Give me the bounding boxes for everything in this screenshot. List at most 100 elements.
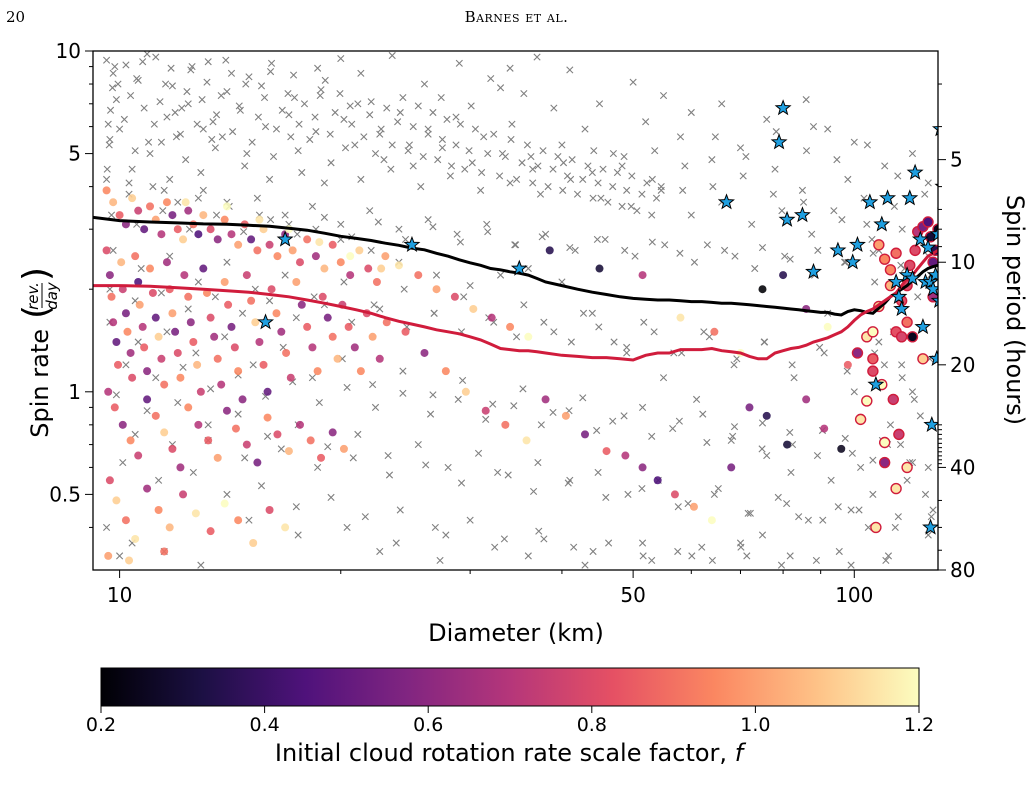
simulated-marker bbox=[157, 354, 166, 363]
observed-marker bbox=[337, 55, 345, 63]
observed-marker bbox=[508, 120, 516, 128]
observed-marker bbox=[392, 539, 400, 547]
observed-marker bbox=[143, 407, 151, 415]
simulated-marker bbox=[414, 271, 423, 280]
observed-marker bbox=[266, 68, 275, 76]
observed-marker bbox=[245, 73, 253, 81]
observed-marker bbox=[489, 400, 497, 408]
observed-marker bbox=[824, 125, 832, 133]
simulated-marker bbox=[210, 332, 219, 341]
simulated-marker bbox=[306, 436, 315, 445]
observed-marker bbox=[746, 509, 754, 517]
observed-marker bbox=[744, 509, 752, 517]
simulated-marker bbox=[140, 225, 149, 234]
observed-marker bbox=[709, 183, 717, 191]
simulated-marker bbox=[160, 428, 169, 437]
observed-marker bbox=[102, 56, 111, 64]
observed-marker bbox=[277, 445, 285, 453]
observed-marker bbox=[520, 301, 528, 309]
page-number: 20 bbox=[6, 8, 26, 26]
simulated-marker bbox=[317, 453, 326, 462]
x-tick-label: 10 bbox=[107, 583, 132, 607]
simulated-marker bbox=[277, 327, 286, 336]
observed-marker bbox=[447, 162, 456, 170]
simulated-marker bbox=[121, 516, 130, 525]
observed-marker bbox=[212, 211, 221, 219]
observed-marker bbox=[152, 53, 160, 61]
observed-marker bbox=[589, 194, 597, 202]
observed-marker bbox=[466, 281, 474, 290]
observed-marker bbox=[404, 147, 412, 155]
observed-marker bbox=[294, 531, 302, 539]
simulated-marker bbox=[878, 253, 891, 265]
star-marker bbox=[895, 301, 909, 315]
simulated-marker bbox=[355, 246, 364, 255]
observed-marker bbox=[128, 165, 136, 173]
simulated-marker bbox=[154, 332, 163, 341]
observed-marker bbox=[168, 82, 177, 90]
observed-marker bbox=[790, 374, 798, 382]
observed-marker bbox=[156, 98, 164, 106]
observed-marker bbox=[534, 162, 542, 170]
simulated-marker bbox=[117, 258, 126, 267]
simulated-marker bbox=[199, 264, 208, 273]
observed-marker bbox=[588, 309, 596, 317]
simulated-marker bbox=[199, 211, 208, 220]
star-marker bbox=[938, 203, 952, 217]
observed-marker bbox=[584, 162, 592, 170]
simulated-marker bbox=[213, 354, 222, 363]
observed-marker bbox=[827, 476, 835, 484]
observed-marker bbox=[167, 64, 175, 72]
observed-marker bbox=[287, 133, 295, 141]
observed-marker bbox=[395, 225, 403, 233]
y-tick-label: 5 bbox=[68, 142, 81, 166]
observed-marker bbox=[541, 230, 550, 238]
simulated-marker bbox=[901, 461, 913, 474]
simulated-marker bbox=[138, 322, 147, 331]
observed-marker bbox=[371, 150, 380, 158]
simulated-marker bbox=[364, 264, 373, 273]
observed-marker bbox=[120, 115, 128, 123]
observed-marker bbox=[405, 141, 413, 149]
star-marker bbox=[278, 232, 292, 246]
observed-marker bbox=[420, 80, 429, 88]
simulated-marker bbox=[854, 413, 867, 426]
observed-marker bbox=[624, 490, 632, 498]
observed-marker bbox=[109, 69, 117, 77]
observed-marker bbox=[638, 539, 647, 547]
observed-marker bbox=[589, 547, 597, 556]
observed-marker bbox=[559, 186, 567, 194]
simulated-marker bbox=[328, 240, 337, 249]
observed-marker bbox=[568, 156, 576, 164]
simulated-marker bbox=[154, 505, 163, 514]
simulated-marker bbox=[873, 239, 885, 251]
observed-marker bbox=[593, 235, 601, 243]
observed-marker bbox=[480, 133, 488, 141]
observed-marker bbox=[320, 179, 328, 187]
observed-marker bbox=[847, 506, 855, 514]
observed-marker bbox=[554, 152, 562, 161]
simulated-marker bbox=[151, 313, 160, 322]
simulated-marker bbox=[168, 309, 177, 318]
simulated-marker bbox=[234, 516, 243, 525]
simulated-marker bbox=[213, 235, 222, 244]
simulated-marker bbox=[176, 373, 185, 382]
simulated-marker bbox=[253, 246, 262, 255]
observed-marker bbox=[178, 104, 186, 112]
observed-marker bbox=[669, 424, 677, 433]
star-marker bbox=[941, 289, 955, 303]
observed-marker bbox=[490, 130, 498, 138]
observed-marker bbox=[366, 207, 374, 215]
y2-axis-title: Spin period (hours) bbox=[1001, 195, 1029, 425]
observed-marker bbox=[456, 120, 465, 128]
observed-marker bbox=[179, 363, 187, 371]
simulated-marker bbox=[143, 395, 152, 404]
observed-marker bbox=[610, 338, 618, 346]
observed-marker bbox=[429, 108, 437, 117]
observed-marker bbox=[501, 152, 509, 161]
observed-marker bbox=[438, 135, 446, 144]
observed-marker bbox=[119, 458, 127, 467]
observed-marker bbox=[443, 115, 451, 123]
observed-marker bbox=[500, 535, 508, 543]
observed-marker bbox=[266, 216, 275, 224]
